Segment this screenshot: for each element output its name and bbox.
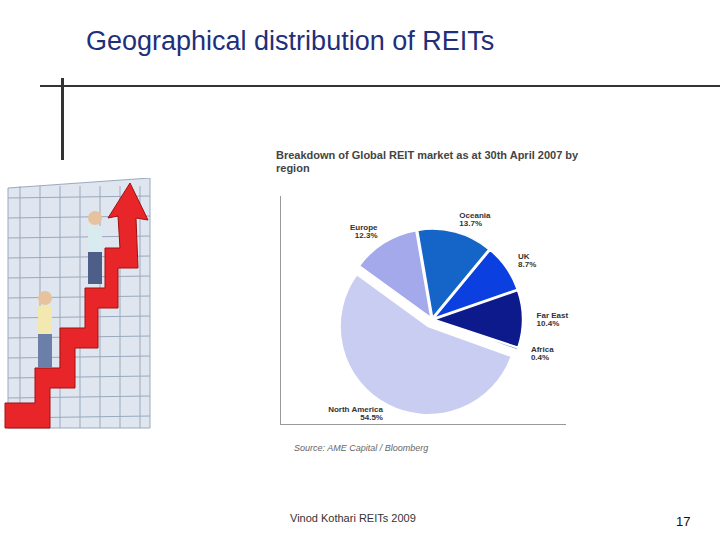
html-text:17: 17	[676, 514, 691, 529]
svg-text:Europe12.3%: Europe12.3%	[350, 223, 378, 240]
svg-text:Africa0.4%: Africa0.4%	[531, 345, 554, 362]
html-text:Breakdown of Global REIT marke: Breakdown of Global REIT market as at 30…	[276, 149, 579, 174]
svg-text:North America54.5%: North America54.5%	[328, 405, 383, 422]
html-text:Source: AME Capital / Bloomber: Source: AME Capital / Bloomberg	[294, 443, 429, 453]
html-text:Geographical distribution of R: Geographical distribution of REITs	[86, 26, 495, 56]
html-text:Vinod Kothari REITs 2009: Vinod Kothari REITs 2009	[290, 512, 416, 524]
svg-text:UK8.7%: UK8.7%	[518, 252, 536, 269]
svg-text:Far East10.4%: Far East10.4%	[537, 311, 569, 328]
svg-text:Oceania13.7%: Oceania13.7%	[459, 211, 491, 228]
